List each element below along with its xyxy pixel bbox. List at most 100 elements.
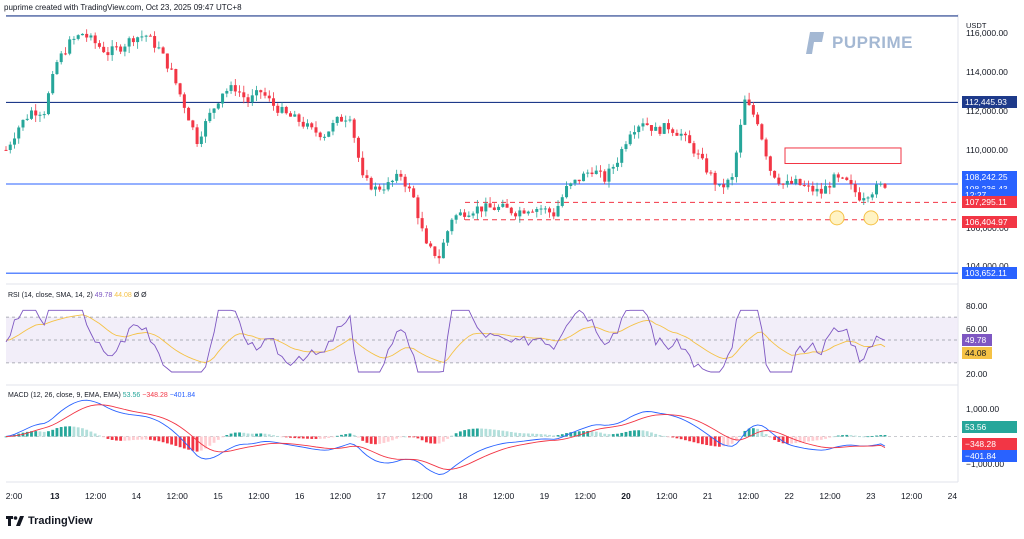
- time-axis-tick: 18: [458, 491, 468, 501]
- macd-axis-tick: −1,000.00: [966, 459, 1005, 470]
- rsi-legend[interactable]: RSI (14, close, SMA, 14, 2) 49.78 44.08 …: [8, 292, 147, 299]
- candle-body: [407, 186, 411, 189]
- macd-histogram-bar: [879, 435, 883, 437]
- candle-body: [552, 212, 556, 217]
- candle-body: [539, 208, 543, 210]
- candle-body: [743, 99, 747, 125]
- price-axis-tick: 104,000.00: [966, 261, 1009, 271]
- candle-body: [611, 166, 615, 169]
- candle-body: [102, 46, 106, 53]
- candle-body: [683, 133, 687, 136]
- macd-histogram-bar: [51, 429, 55, 437]
- time-axis-tick: 13: [50, 491, 60, 501]
- candle-body: [144, 35, 148, 37]
- candle-body: [773, 170, 777, 178]
- macd-histogram-bar: [841, 435, 844, 437]
- price-axis-tick: 110,000.00: [966, 144, 1008, 155]
- candle-body: [63, 53, 67, 55]
- macd-histogram-bar: [441, 436, 445, 442]
- macd-histogram-bar: [242, 432, 246, 437]
- macd-histogram-bar: [280, 436, 284, 438]
- candle-body: [471, 213, 475, 216]
- candle-body: [97, 43, 101, 47]
- macd-histogram-bar: [352, 434, 356, 437]
- candle-body: [441, 242, 445, 259]
- macd-histogram-bar: [824, 436, 827, 439]
- rsi-pane[interactable]: [5, 309, 958, 373]
- candle-body: [301, 121, 305, 127]
- candle-body: [785, 180, 789, 185]
- candle-body: [781, 183, 785, 185]
- macd-histogram-bar: [577, 431, 581, 437]
- time-axis-tick: 12:00: [166, 491, 188, 501]
- macd-histogram-bar: [471, 428, 475, 437]
- rsi-title: RSI (14, close, SMA, 14, 2): [8, 292, 93, 299]
- macd-histogram-bar: [327, 436, 331, 438]
- macd-legend[interactable]: MACD (12, 26, close, 9, EMA, EMA) 53.56 …: [8, 392, 195, 399]
- rsi-sma-tag: 44.08: [962, 346, 992, 359]
- candle-body: [463, 212, 467, 217]
- candle-body: [522, 210, 526, 214]
- macd-histogram-bar: [259, 433, 263, 437]
- macd-histogram-bar: [416, 436, 420, 439]
- macd-histogram-bar: [811, 436, 815, 441]
- time-axis-tick: 20: [621, 491, 631, 501]
- macd-histogram-bar: [369, 436, 373, 444]
- candle-body: [174, 69, 178, 84]
- macd-histogram-bar: [518, 433, 522, 437]
- macd-histogram-bar: [233, 432, 237, 437]
- macd-histogram-bar: [628, 430, 632, 437]
- macd-histogram-bar: [633, 430, 636, 437]
- tradingview-logo-icon: [6, 515, 24, 526]
- macd-histogram-bar: [123, 436, 127, 441]
- macd-histogram-bar: [433, 436, 437, 444]
- macd-histogram-bar: [709, 436, 713, 446]
- candle-body: [310, 123, 314, 128]
- macd-histogram-bar: [654, 433, 658, 437]
- candle-body: [233, 85, 237, 92]
- candle-body: [866, 197, 870, 199]
- macd-histogram-bar: [76, 427, 80, 437]
- candle-body: [339, 116, 343, 122]
- price-axis-tick: 116,000.00: [966, 28, 1008, 39]
- candle-body: [836, 174, 840, 178]
- rsi-axis-tick: 60.00: [966, 323, 988, 334]
- price-pane[interactable]: [4, 15, 959, 274]
- macd-histogram-bar: [34, 431, 38, 437]
- macd-histogram-bar: [480, 428, 483, 437]
- candle-body: [199, 136, 203, 144]
- macd-histogram-bar: [144, 436, 148, 440]
- macd-axis-tick: 1,000.00: [966, 403, 1000, 414]
- brand-name: PUPRIME: [832, 33, 913, 52]
- macd-histogram-bar: [301, 436, 305, 439]
- candle-body: [484, 203, 488, 212]
- candle-body: [603, 171, 607, 182]
- candle-body: [221, 93, 225, 104]
- time-axis-tick: 24: [947, 491, 958, 501]
- candle-body: [705, 158, 709, 173]
- macd-histogram-bar: [93, 433, 97, 437]
- price-tag: 112,445.93: [962, 96, 1017, 109]
- candle-body: [751, 105, 755, 115]
- candle-body: [883, 183, 887, 188]
- macd-histogram-bar: [586, 431, 590, 437]
- macd-pane[interactable]: [4, 399, 958, 475]
- macd-histogram-bar: [391, 436, 394, 441]
- candle-body: [412, 188, 416, 198]
- candle-body: [717, 184, 721, 186]
- candle-body: [518, 210, 522, 217]
- macd-histogram-bar: [85, 429, 89, 437]
- candle-body: [560, 197, 564, 206]
- tradingview-footer[interactable]: TradingView: [6, 515, 93, 527]
- macd-histogram-bar: [658, 435, 662, 437]
- candle-body: [598, 170, 602, 172]
- macd-histogram-bar: [110, 436, 114, 440]
- macd-histogram-bar: [556, 435, 560, 437]
- rsi-value-tag: 49.78: [962, 334, 992, 347]
- macd-histogram-bar: [870, 435, 874, 437]
- candle-body: [424, 228, 428, 244]
- candle-body: [195, 127, 199, 144]
- macd-histogram-bar: [229, 433, 233, 437]
- price-axis-tick: 114,000.00: [966, 67, 1008, 78]
